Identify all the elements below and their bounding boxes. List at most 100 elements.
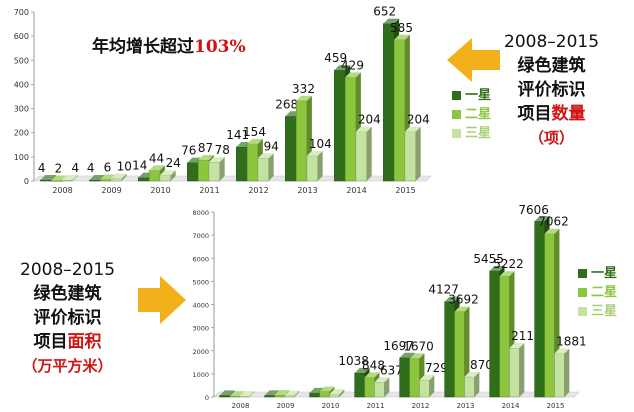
- bar: [246, 143, 259, 182]
- data-label: 78: [215, 143, 230, 157]
- bar-top: [355, 126, 372, 132]
- legend-label: 二星: [591, 285, 618, 300]
- y-tick-label: 1000: [192, 371, 209, 379]
- data-label: 729: [425, 361, 448, 375]
- data-label: 6: [104, 161, 112, 175]
- bar-top: [534, 216, 550, 222]
- bar-top: [264, 390, 280, 396]
- bar-top: [345, 72, 361, 78]
- count-description: 2008–2015 绿色建筑 评价标识 项目数量 （项）: [504, 30, 599, 150]
- bar: [274, 394, 285, 398]
- data-label: 7606: [518, 203, 549, 217]
- bar: [61, 179, 73, 182]
- bar-side: [249, 391, 255, 397]
- area-line-2: 评价标识: [33, 308, 102, 328]
- data-label: 4127: [428, 283, 459, 297]
- area-year-range: 2008–2015: [20, 260, 116, 280]
- y-tick-label: 7000: [192, 232, 209, 240]
- y-tick-label: 5000: [192, 278, 209, 286]
- bar-top: [61, 175, 78, 181]
- legend-label: 二星: [465, 107, 492, 122]
- bar-top: [306, 150, 323, 156]
- x-tick-label: 2010: [322, 402, 340, 410]
- bar: [236, 146, 248, 182]
- bar: [383, 23, 395, 182]
- data-label: 154: [243, 125, 266, 139]
- legend-item: 一星: [578, 264, 617, 283]
- bar: [159, 174, 171, 182]
- bar-side: [564, 348, 570, 397]
- bar-side: [339, 389, 345, 397]
- bar: [284, 395, 295, 398]
- bar: [509, 347, 520, 398]
- bar: [264, 395, 275, 398]
- data-label: 5222: [493, 257, 524, 271]
- bar: [454, 311, 465, 398]
- y-tick-label: 0: [205, 394, 209, 402]
- bar-side: [384, 377, 390, 397]
- legend-label: 一星: [465, 88, 492, 103]
- bar-top: [329, 389, 345, 395]
- data-label: 3692: [448, 293, 479, 307]
- data-label: 429: [341, 58, 364, 72]
- x-tick-label: 2009: [101, 186, 121, 195]
- bar: [354, 372, 365, 398]
- y-tick-label: 200: [14, 129, 29, 138]
- bar-top: [149, 165, 165, 171]
- bar: [534, 220, 545, 398]
- x-tick-label: 2010: [150, 186, 170, 195]
- bar-top: [257, 153, 274, 159]
- area-description: 2008–2015 绿色建筑 评价标识 项目面积 （万平方米）: [20, 258, 115, 378]
- legend-label: 一星: [591, 266, 618, 281]
- bar-side: [121, 173, 127, 181]
- bar: [99, 179, 112, 182]
- bar: [219, 395, 230, 398]
- bar-top: [454, 306, 470, 312]
- y-tick-label: 0: [24, 177, 29, 186]
- bar-top: [110, 173, 127, 179]
- bar-top: [296, 95, 312, 101]
- x-tick-label: 2015: [395, 186, 415, 195]
- x-tick-label: 2012: [412, 402, 430, 410]
- bar: [229, 395, 240, 398]
- data-label: 4: [87, 161, 95, 175]
- bar: [208, 161, 220, 182]
- arrow-right-icon: [138, 276, 186, 324]
- bar-top: [383, 18, 400, 24]
- data-label: 848: [362, 358, 385, 372]
- bar-top: [219, 390, 235, 396]
- bar-side: [474, 371, 480, 397]
- legend-label: 三星: [465, 126, 492, 141]
- bar-side: [170, 170, 176, 181]
- y-tick-label: 4000: [192, 302, 209, 310]
- legend-item: 三星: [578, 302, 617, 321]
- legend-swatch: [452, 110, 461, 119]
- bar: [334, 69, 346, 182]
- bar-side: [72, 175, 78, 181]
- bar: [309, 392, 320, 398]
- bar: [393, 39, 406, 182]
- count-year-range: 2008–2015: [504, 32, 600, 52]
- bar-top: [419, 375, 435, 381]
- x-tick-label: 2013: [457, 402, 475, 410]
- data-label: 44: [149, 151, 164, 165]
- bar-top: [319, 386, 335, 392]
- x-tick-label: 2015: [547, 402, 565, 410]
- bar-top: [274, 390, 290, 396]
- count-line-1: 绿色建筑: [517, 56, 586, 76]
- bar-side: [429, 375, 435, 397]
- bar: [329, 393, 340, 398]
- area-unit: （万平方米）: [22, 357, 113, 375]
- count-legend: 一星 二星 三星: [452, 86, 491, 143]
- bar: [554, 353, 565, 398]
- bar: [50, 180, 63, 182]
- data-label: 652: [373, 5, 396, 19]
- bar-top: [354, 367, 370, 373]
- bar-top: [499, 271, 515, 277]
- bar-top: [404, 126, 421, 132]
- y-tick-label: 400: [14, 80, 29, 89]
- bar: [257, 158, 269, 182]
- bar-side: [294, 390, 300, 397]
- bar: [306, 155, 318, 182]
